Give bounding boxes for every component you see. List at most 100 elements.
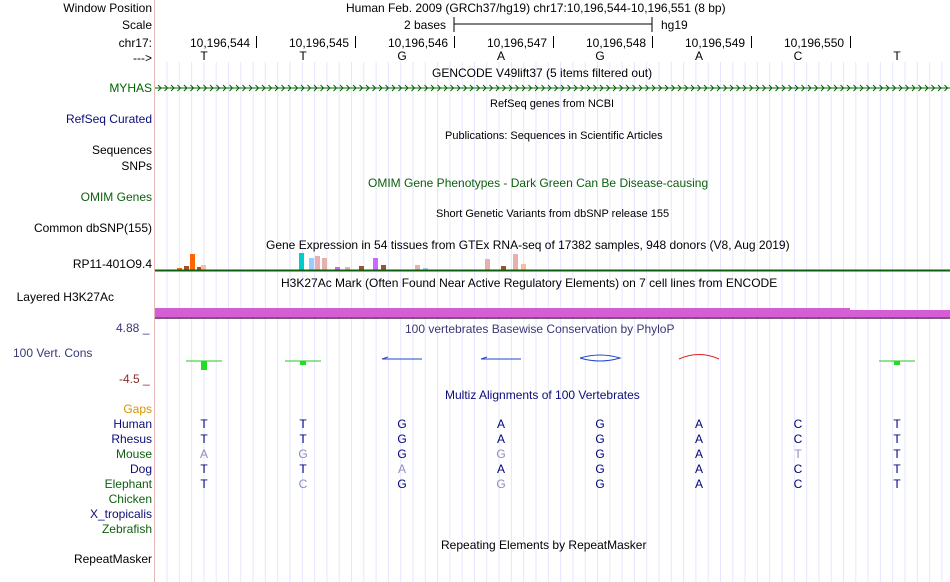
aligned-base: G — [496, 447, 506, 461]
conservation-score-mark — [381, 356, 422, 360]
strand-chevron — [248, 84, 253, 92]
strand-chevron — [177, 84, 182, 92]
species-label[interactable]: Chicken — [108, 492, 152, 506]
conservation-plot[interactable] — [155, 344, 950, 378]
gtex-tissue-bar — [423, 268, 428, 270]
h3k27ac-label[interactable]: Layered H3K27Ac — [16, 290, 114, 304]
gtex-expression-bars[interactable] — [155, 250, 950, 272]
species-label[interactable]: Mouse — [115, 447, 152, 461]
species-label[interactable]: X_tropicalis — [89, 507, 152, 521]
strand-chevron — [476, 84, 481, 92]
gtex-tissue-bar — [184, 266, 189, 270]
dbsnp-label[interactable]: Common dbSNP(155) — [33, 221, 152, 235]
aligned-base: A — [199, 447, 208, 461]
strand-chevron — [164, 84, 169, 92]
repeatmasker-track-title[interactable]: Repeating Elements by RepeatMasker — [441, 538, 647, 552]
reference-base: C — [793, 49, 803, 63]
strand-chevron — [287, 84, 292, 92]
ruler-position-label: 10,196,547 — [487, 36, 548, 50]
gencode-track-title[interactable]: GENCODE V49lift37 (5 items filtered out) — [432, 66, 653, 80]
gtex-tissue-bar — [309, 258, 314, 270]
aligned-base: A — [694, 417, 703, 431]
gtex-tissue-bar — [315, 256, 320, 270]
aligned-base: G — [397, 477, 407, 491]
strand-chevron — [599, 84, 604, 92]
ruler-tick — [355, 36, 356, 48]
strand-chevron — [859, 84, 864, 92]
strand-chevron — [469, 84, 474, 92]
strand-chevron — [788, 84, 793, 92]
ruler-position-label: 10,196,550 — [784, 36, 845, 50]
strand-chevron — [872, 84, 877, 92]
ruler-tick — [751, 36, 752, 48]
ruler-tick — [553, 36, 554, 48]
species-label[interactable]: Human — [113, 417, 152, 431]
strand-chevron — [853, 84, 858, 92]
strand-chevron — [781, 84, 786, 92]
species-label[interactable]: Elephant — [104, 477, 152, 491]
strand-chevron — [729, 84, 734, 92]
snps-label[interactable]: SNPs — [121, 159, 152, 173]
gtex-track-title[interactable]: Gene Expression in 54 tissues from GTEx … — [266, 238, 790, 252]
refseq-curated-label[interactable]: RefSeq Curated — [65, 112, 152, 126]
scale-value: 2 bases — [404, 18, 447, 32]
species-label[interactable]: Rhesus — [111, 432, 152, 446]
gtex-gene-label[interactable]: RP11-401O9.4 — [72, 257, 152, 271]
scale-bar — [453, 17, 653, 32]
myhas-gene-feature[interactable] — [155, 81, 950, 95]
conservation-track-title[interactable]: 100 vertebrates Basewise Conservation by… — [405, 322, 675, 336]
strand-chevron — [944, 84, 949, 92]
sequences-label[interactable]: Sequences — [91, 143, 152, 157]
strand-chevron — [398, 84, 403, 92]
strand-chevron — [840, 84, 845, 92]
strand-chevron — [664, 84, 669, 92]
gtex-tissue-bar — [373, 258, 378, 270]
omim-genes-label[interactable]: OMIM Genes — [80, 190, 152, 204]
species-label[interactable]: Zebrafish — [101, 522, 152, 536]
multiz-track-title[interactable]: Multiz Alignments of 100 Vertebrates — [445, 388, 640, 402]
strand-chevron — [898, 84, 903, 92]
repeatmasker-label[interactable]: RepeatMasker — [73, 552, 152, 566]
refseq-track-title[interactable]: RefSeq genes from NCBI — [490, 98, 615, 110]
strand-chevron — [846, 84, 851, 92]
gaps-label[interactable]: Gaps — [123, 402, 152, 416]
strand-chevron — [437, 84, 442, 92]
strand-chevron — [339, 84, 344, 92]
strand-chevron — [801, 84, 806, 92]
strand-chevron — [352, 84, 357, 92]
strand-chevron — [716, 84, 721, 92]
aligned-base: T — [893, 417, 901, 431]
ruler-position-label: 10,196,549 — [685, 36, 746, 50]
aligned-base: G — [595, 477, 605, 491]
gtex-tissue-bar — [201, 265, 206, 270]
strand-chevron — [593, 84, 598, 92]
ruler-tick — [850, 36, 851, 48]
chrom-label: chr17: — [118, 36, 152, 50]
strand-chevron — [794, 84, 799, 92]
strand-chevron — [879, 84, 884, 92]
gtex-tissue-bar — [197, 267, 202, 270]
strand-chevron — [203, 84, 208, 92]
dbsnp-track-title[interactable]: Short Genetic Variants from dbSNP releas… — [436, 208, 670, 220]
h3k27ac-signal[interactable] — [155, 308, 950, 320]
gtex-tissue-bar — [345, 267, 350, 270]
strand-chevron — [378, 84, 383, 92]
window-title[interactable]: Human Feb. 2009 (GRCh37/hg19) chr17:10,1… — [346, 1, 726, 15]
conservation-label[interactable]: 100 Vert. Cons — [13, 346, 93, 360]
species-label[interactable]: Dog — [129, 462, 152, 476]
strand-chevron — [261, 84, 266, 92]
strand-chevron — [274, 84, 279, 92]
aligned-base: A — [694, 462, 703, 476]
aligned-base: C — [793, 477, 803, 491]
strand-chevron — [762, 84, 767, 92]
omim-track-title[interactable]: OMIM Gene Phenotypes - Dark Green Can Be… — [368, 176, 709, 190]
strand-chevron — [755, 84, 760, 92]
conservation-score-mark — [678, 354, 720, 360]
strand-chevron — [372, 84, 377, 92]
h3k27ac-track-title[interactable]: H3K27Ac Mark (Often Found Near Active Re… — [281, 276, 778, 290]
ruler-position-label: 10,196,546 — [388, 36, 449, 50]
myhas-gene-label[interactable]: MYHAS — [109, 81, 152, 95]
publications-track-title[interactable]: Publications: Sequences in Scientific Ar… — [445, 130, 663, 142]
strand-chevron — [736, 84, 741, 92]
